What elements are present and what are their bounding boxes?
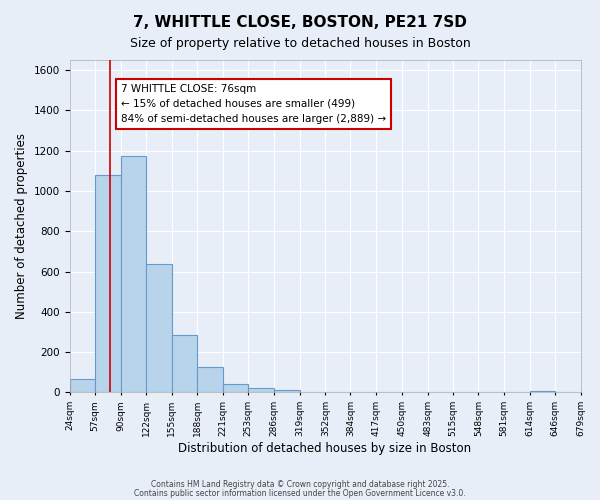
X-axis label: Distribution of detached houses by size in Boston: Distribution of detached houses by size … bbox=[178, 442, 472, 455]
Y-axis label: Number of detached properties: Number of detached properties bbox=[15, 133, 28, 319]
Text: Contains public sector information licensed under the Open Government Licence v3: Contains public sector information licen… bbox=[134, 488, 466, 498]
Text: Contains HM Land Registry data © Crown copyright and database right 2025.: Contains HM Land Registry data © Crown c… bbox=[151, 480, 449, 489]
Text: Size of property relative to detached houses in Boston: Size of property relative to detached ho… bbox=[130, 38, 470, 51]
Bar bbox=[121, 156, 146, 392]
Bar bbox=[172, 335, 197, 392]
Text: 7 WHITTLE CLOSE: 76sqm
← 15% of detached houses are smaller (499)
84% of semi-de: 7 WHITTLE CLOSE: 76sqm ← 15% of detached… bbox=[121, 84, 386, 124]
Bar bbox=[70, 380, 95, 392]
Bar bbox=[95, 175, 121, 392]
Bar bbox=[223, 384, 248, 392]
Text: 7, WHITTLE CLOSE, BOSTON, PE21 7SD: 7, WHITTLE CLOSE, BOSTON, PE21 7SD bbox=[133, 15, 467, 30]
Bar bbox=[248, 388, 274, 392]
Bar bbox=[146, 264, 172, 392]
Bar bbox=[274, 390, 299, 392]
Bar bbox=[197, 367, 223, 392]
